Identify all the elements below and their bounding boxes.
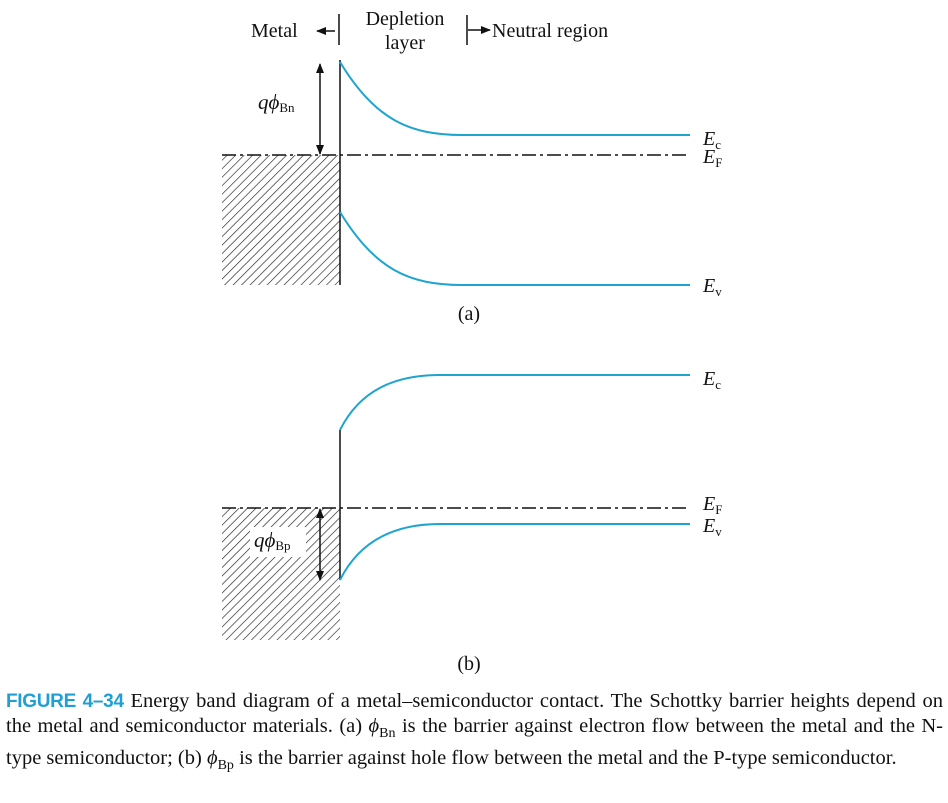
panel-a: qϕBn Ec EF Ev (a) xyxy=(222,60,722,325)
band-diagram: Metal Depletion layer Neutral region qϕB… xyxy=(222,8,722,675)
ef-label: EF xyxy=(702,146,722,170)
figure-number: FIGURE 4–34 xyxy=(6,691,124,712)
figure-caption: FIGURE 4–34 Energy band diagram of a met… xyxy=(6,689,943,778)
panel-b-label: (b) xyxy=(457,653,480,675)
panel-a-label: (a) xyxy=(458,303,480,325)
phi-subscript: Bn xyxy=(379,726,396,742)
conduction-band xyxy=(339,61,690,136)
conduction-band xyxy=(339,374,690,431)
ev-label: Ev xyxy=(702,515,722,539)
barrier-label: qϕBp xyxy=(254,528,291,553)
valence-band xyxy=(339,523,690,581)
ef-label: EF xyxy=(702,493,722,517)
ec-label: Ec xyxy=(702,128,721,152)
neutral-label: Neutral region xyxy=(492,20,608,42)
metal-hatch xyxy=(222,155,340,285)
barrier-label: qϕBn xyxy=(258,90,295,115)
panel-b: qϕBp Ec EF Ev (b) xyxy=(222,368,722,675)
valence-band xyxy=(339,211,690,286)
caption-text: is the barrier against hole flow between… xyxy=(233,747,897,770)
depletion-label-2: layer xyxy=(385,32,425,54)
caption-text: is the barrier against electron flow bet… xyxy=(6,715,943,770)
ev-label: Ev xyxy=(702,275,722,299)
phi-symbol: ϕ xyxy=(206,747,218,770)
phi-symbol: ϕ xyxy=(368,715,380,737)
ec-label: Ec xyxy=(702,368,721,392)
barrier-label-box xyxy=(250,527,306,557)
metal-label: Metal xyxy=(251,20,298,42)
phi-subscript: Bp xyxy=(217,758,234,774)
depletion-label-1: Depletion xyxy=(366,8,445,30)
caption-text: Energy band diagram of a metal–semicondu… xyxy=(6,690,943,737)
